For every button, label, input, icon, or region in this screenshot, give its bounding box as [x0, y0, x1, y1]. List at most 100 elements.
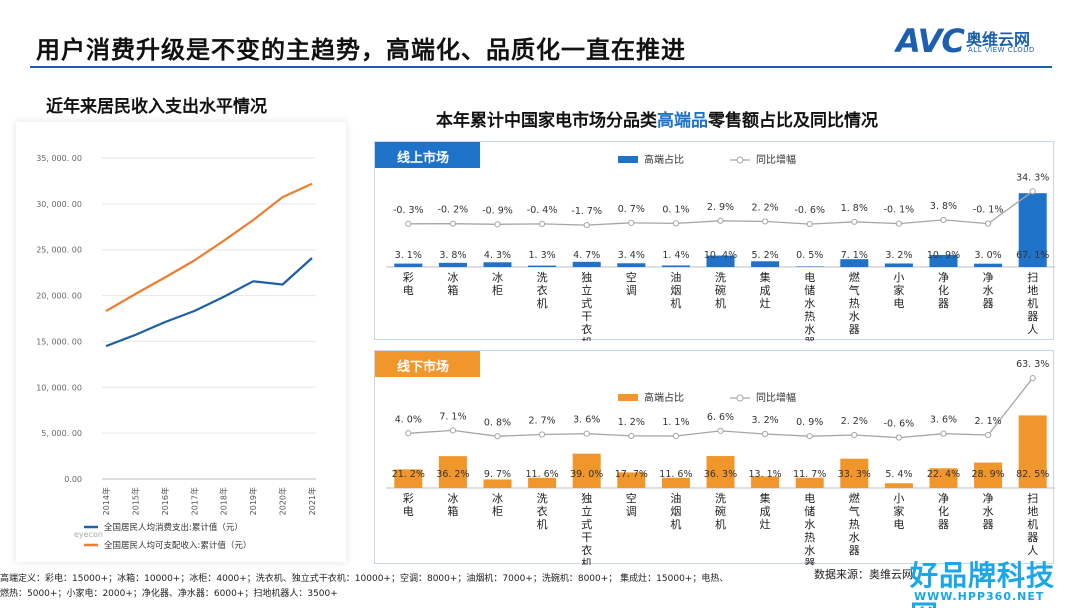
y-tick-label: 0.00: [64, 475, 82, 484]
growth-value-label: 7. 1%: [439, 411, 466, 422]
x-tick-label: 2019年: [248, 487, 258, 515]
series-line: [105, 257, 313, 348]
growth-point: [672, 220, 679, 227]
right-title-post: 零售额占比及同比情况: [708, 111, 878, 131]
bar: [795, 266, 824, 267]
growth-point: [1029, 188, 1036, 195]
growth-point: [494, 221, 501, 228]
category-label: 扫地机器人: [1027, 492, 1038, 557]
bar: [661, 265, 690, 267]
right-title-highlight: 高端品: [657, 111, 708, 131]
growth-point: [895, 434, 903, 441]
growth-value-label: 2. 2%: [752, 202, 779, 213]
bar: [974, 263, 1003, 267]
growth-value-label: 3. 6%: [930, 415, 957, 426]
growth-value-label: -0. 3%: [393, 205, 424, 216]
bar: [929, 468, 958, 488]
bar: [884, 263, 913, 267]
bar-value-label: 3. 4%: [618, 250, 645, 261]
category-label: 净水器: [983, 491, 994, 531]
legend-label: 全国居民人均可支配收入:累计值（元）: [104, 540, 251, 551]
growth-value-label: 63. 3%: [1016, 359, 1049, 370]
watermark-url: WWW.HPP360.NET: [914, 590, 1045, 603]
y-tick-label: 10, 000. 00: [36, 383, 82, 392]
category-label: 燃气热水器: [849, 491, 860, 557]
income-chart-panel: 0.00 5, 000. 00 10, 000. 00 15, 000. 00 20, …: [16, 122, 346, 562]
growth-value-label: 0. 8%: [484, 417, 511, 428]
growth-value-label: 1. 1%: [662, 417, 689, 428]
bar: [1018, 193, 1047, 267]
growth-value-label: 1. 8%: [841, 203, 868, 214]
growth-point: [449, 427, 457, 434]
bar: [840, 259, 869, 267]
growth-value-label: 6. 6%: [707, 412, 734, 423]
growth-value-label: 3. 8%: [930, 201, 957, 212]
growth-value-label: 0. 9%: [796, 417, 823, 428]
category-label: 电储水热水器: [804, 271, 815, 341]
category-label: 扫地机器人: [1027, 271, 1038, 336]
chart-watermark: eyecon: [74, 530, 103, 539]
growth-value-label: 1. 2%: [618, 417, 645, 428]
bar: [483, 262, 512, 267]
x-tick-label: 2016年: [160, 487, 170, 515]
growth-point: [717, 427, 724, 434]
bar: [840, 458, 869, 488]
site-watermark: 好品牌科技网 WWW.HPP360.NET: [910, 554, 1078, 608]
y-tick-label: 5, 000. 00: [41, 429, 82, 438]
bar-value-label: 10. 4%: [704, 250, 737, 261]
category-label: 冰箱: [447, 492, 458, 518]
bar: [795, 477, 824, 488]
x-tick-label: 2017年: [189, 487, 199, 515]
growth-point: [851, 218, 858, 225]
growth-point: [628, 432, 635, 439]
bar-value-label: 39. 0%: [570, 469, 603, 480]
growth-value-label: 3. 2%: [752, 415, 779, 426]
growth-point: [672, 432, 679, 440]
category-label: 净化器: [938, 491, 949, 531]
bar-value-label: 7. 1%: [841, 250, 868, 261]
legend-bar-label: 高端占比: [644, 391, 684, 404]
y-tick-label: 25, 000. 00: [36, 246, 82, 255]
bar: [617, 472, 646, 488]
bar: [483, 479, 512, 488]
growth-point: [806, 433, 813, 440]
bar-value-label: 5. 4%: [885, 469, 912, 480]
category-label: 油烟机: [670, 491, 681, 531]
income-line-chart: 0.00 5, 000. 00 10, 000. 00 15, 000. 00 20, …: [36, 154, 317, 551]
legend-line-marker: [736, 394, 744, 402]
growth-point: [494, 433, 501, 440]
growth-point: [762, 430, 769, 438]
bar-value-label: 11. 7%: [793, 469, 826, 480]
category-label: 集成灶: [760, 491, 771, 531]
right-title-pre: 本年累计中国家电市场分品类: [436, 111, 657, 131]
growth-value-label: -0. 1%: [884, 205, 915, 216]
growth-value-label: 2. 1%: [975, 416, 1002, 427]
growth-value-label: -0. 9%: [482, 205, 513, 216]
category-label: 冰柜: [492, 492, 503, 518]
growth-value-label: 2. 9%: [707, 202, 734, 213]
bar-value-label: 9. 7%: [484, 469, 511, 480]
legend-label: 全国居民人均消费支出:累计值（元）: [104, 522, 243, 533]
y-tick-label: 30, 000. 00: [36, 200, 82, 209]
growth-value-label: 2. 7%: [529, 415, 556, 426]
bar: [572, 453, 601, 488]
bar: [617, 263, 646, 267]
bar-value-label: 1. 3%: [529, 250, 556, 261]
growth-point: [583, 430, 590, 437]
growth-point: [762, 218, 769, 225]
bar: [751, 261, 780, 267]
growth-point: [806, 220, 813, 228]
bar-value-label: 3. 8%: [439, 250, 466, 261]
legend-line-label: 同比增幅: [756, 153, 796, 166]
footnote-line-1: 高端定义：彩电：15000+；冰箱：10000+；冰柜：4000+；洗衣机、独立…: [0, 574, 729, 584]
bar: [394, 469, 423, 488]
growth-point: [449, 220, 457, 227]
bar-value-label: 10. 9%: [927, 250, 960, 261]
growth-value-label: -0. 4%: [527, 205, 558, 216]
growth-point: [940, 430, 947, 437]
bar: [751, 476, 780, 488]
bar: [1018, 415, 1047, 488]
bar-value-label: 33. 3%: [838, 469, 871, 480]
category-label: 彩电: [403, 492, 414, 518]
growth-value-label: -0. 6%: [884, 419, 915, 430]
